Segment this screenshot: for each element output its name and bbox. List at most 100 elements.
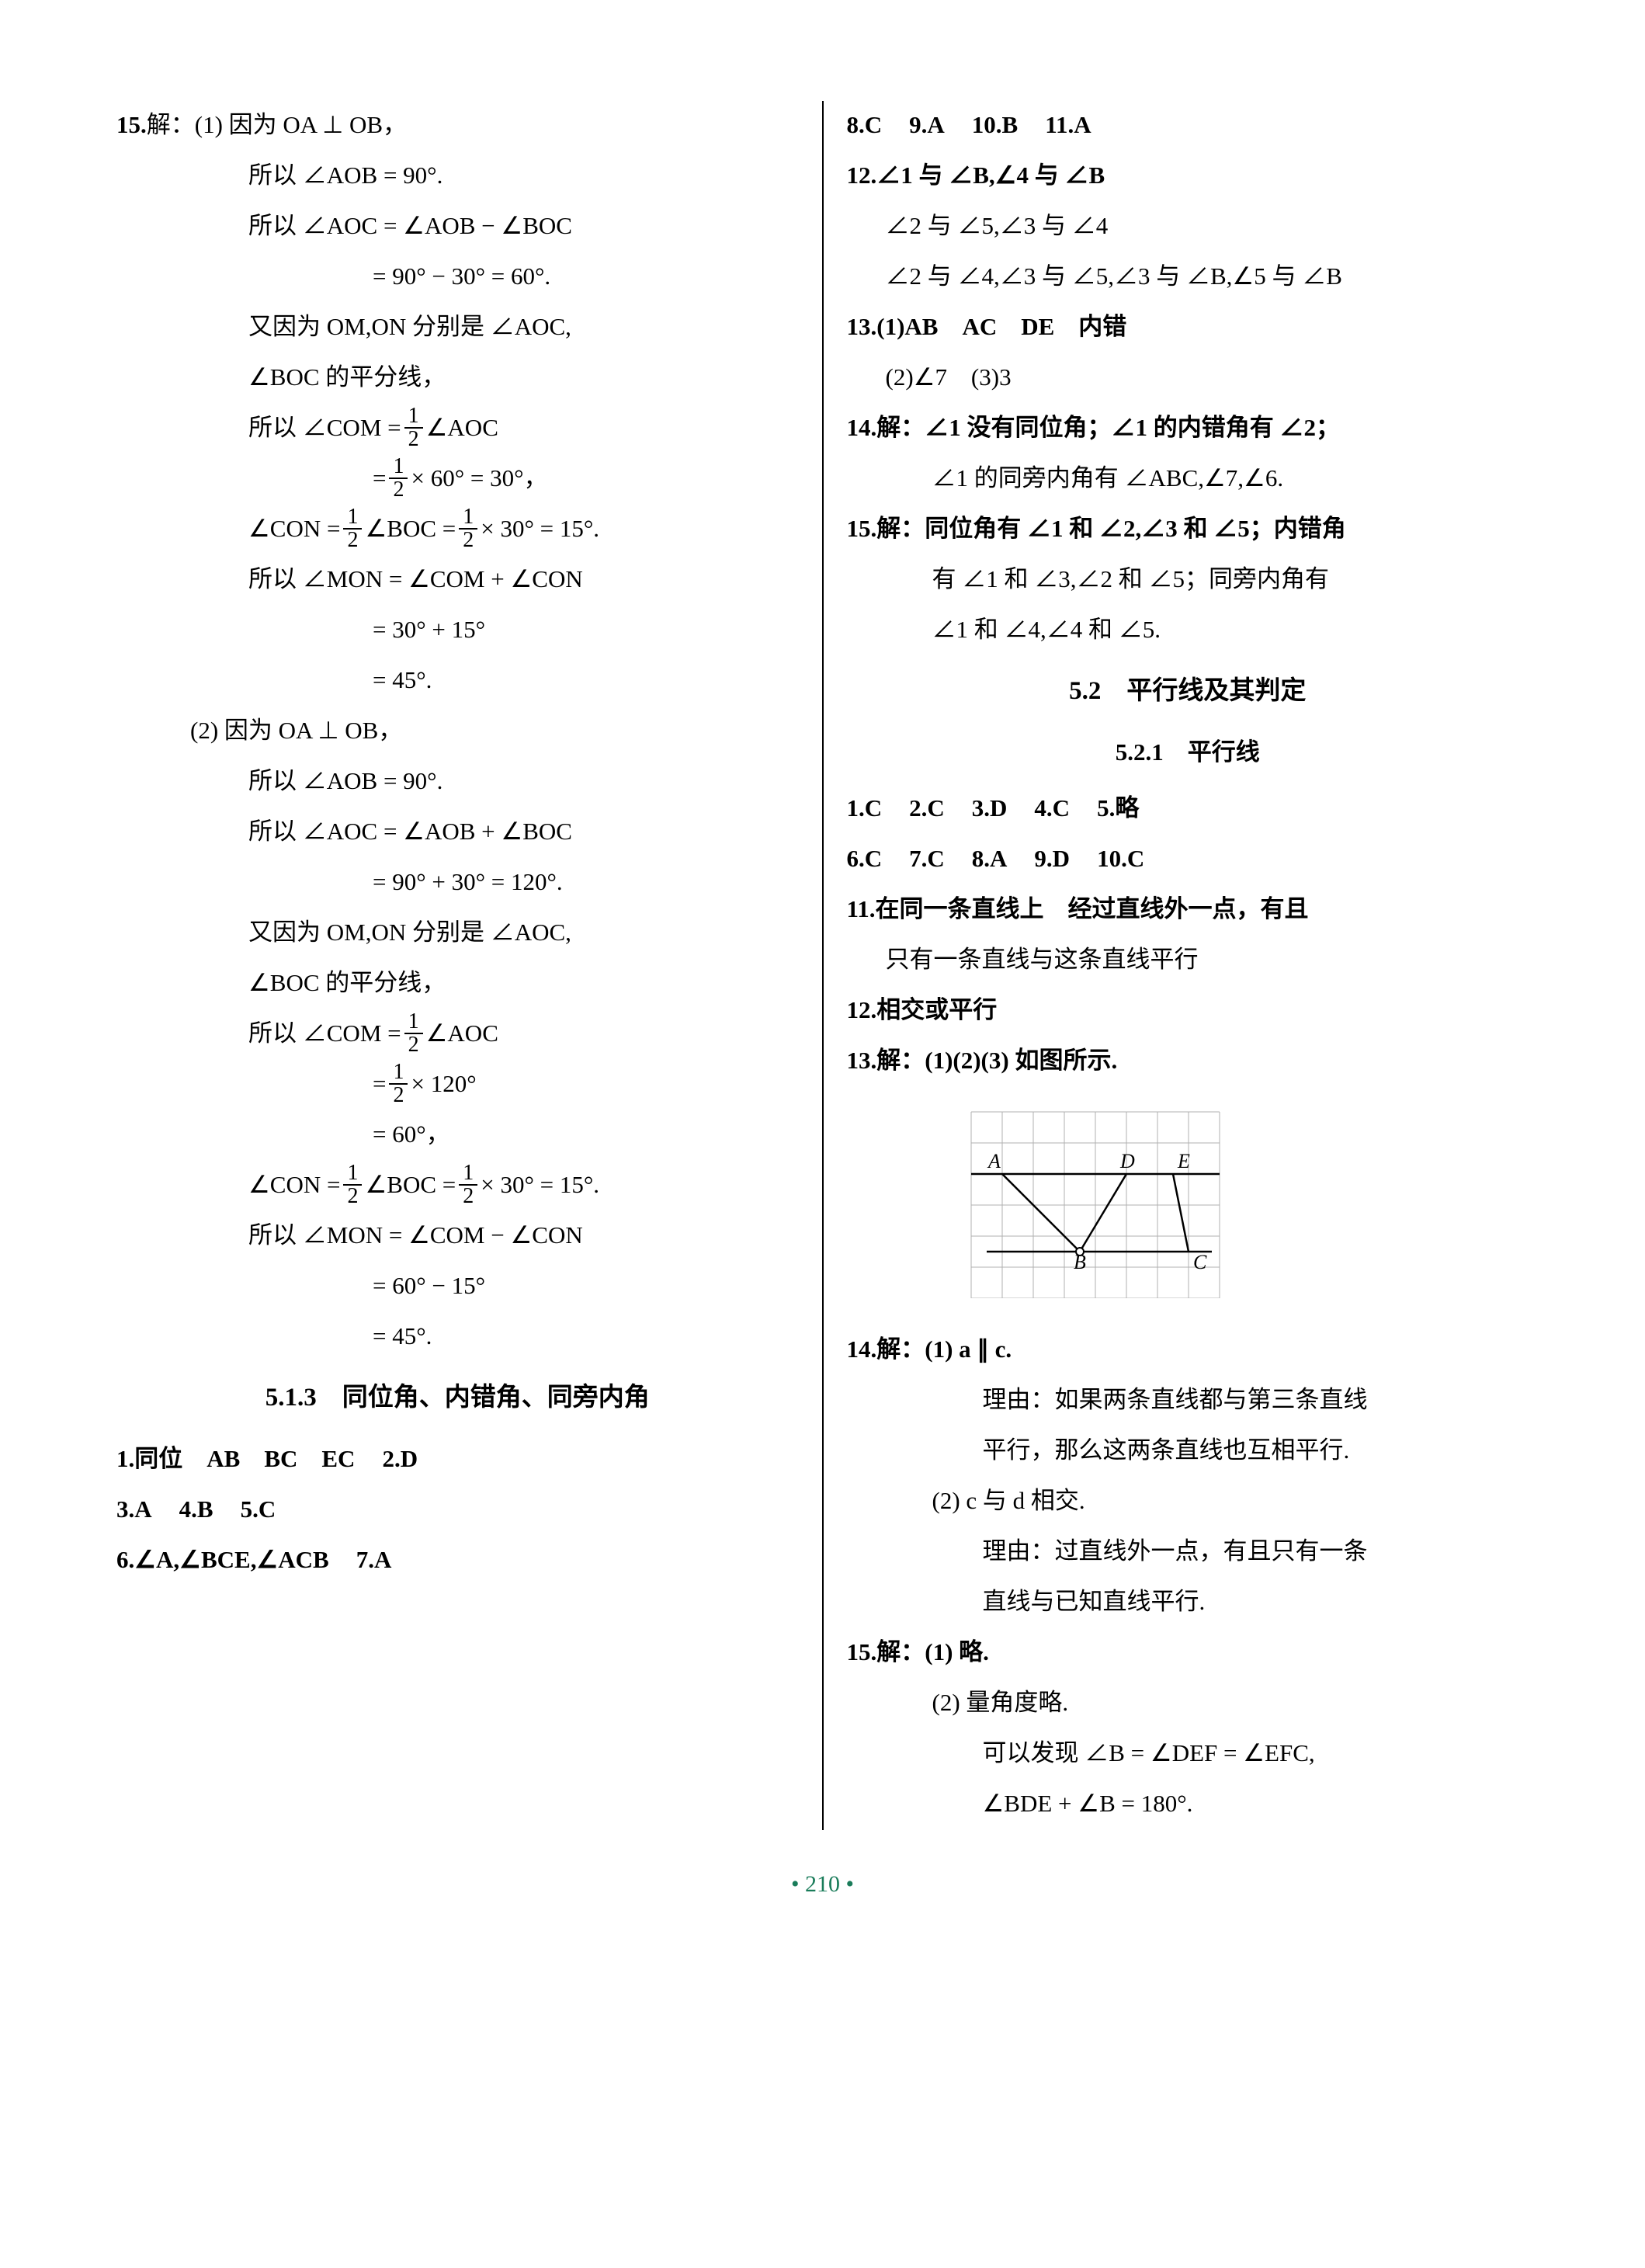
q15-l4: = 90° − 30° = 60°. [116,252,799,300]
q15-p1-label: (1) [195,101,223,149]
right-column: 8.C 9.A 10.B 11.A 12.∠1 与 ∠B,∠4 与 ∠B ∠2 … [822,101,1529,1830]
b5: 5.略 [1097,784,1139,832]
a7: 7.A [356,1536,392,1584]
a13-l2: (2)∠7 (3)3 [847,353,1529,401]
a14-l1: 14.解：∠1 没有同位角；∠1 的内错角有 ∠2； [847,404,1529,452]
q15-p2-label-row: (2) 因为 OA ⊥ OB， [116,707,799,755]
b15-l1: 15.解：(1) 略. [847,1628,1529,1676]
svg-text:B: B [1074,1251,1086,1273]
fraction-icon: 12 [343,1162,362,1207]
b12: 12.相交或平行 [847,986,1529,1034]
b1: 1.C [847,784,883,832]
fraction-icon: 12 [404,405,423,450]
a11: 11.A [1045,101,1091,149]
fraction-icon: 12 [459,1162,477,1207]
q15-p2-l7a: 所以 ∠COM = [248,1009,401,1058]
q15-l1: 因为 OA ⊥ OB， [229,101,407,149]
fraction-icon: 12 [389,1061,408,1106]
svg-text:D: D [1119,1150,1135,1172]
q15-l9a: ∠CON = [248,505,340,553]
q15-l9c: × 30° = 15°. [481,505,599,553]
q15-num: 15. [116,101,147,149]
b15-l3: 可以发现 ∠B = ∠DEF = ∠EFC, [847,1729,1529,1777]
b14-l4: (2) c 与 d 相交. [847,1477,1529,1525]
q15-l5: 又因为 OM,ON 分别是 ∠AOC, [116,303,799,351]
q15-p2-l1: 因为 OA ⊥ OB， [224,707,402,755]
q15-p2-l10: ∠CON = 12 ∠BOC = 12 × 30° = 15°. [116,1161,799,1209]
svg-text:C: C [1193,1251,1207,1273]
q15-prefix: 解： [147,101,195,149]
q15-l3: 所以 ∠AOC = ∠AOB − ∠BOC [116,202,799,250]
q15-l8b: × 60° = 30°， [411,454,547,502]
b4: 4.C [1034,784,1070,832]
b10: 10.C [1097,835,1144,883]
diagram-svg: A B C D E [956,1096,1235,1298]
fraction-icon: 12 [404,1011,423,1056]
a4: 4.B [179,1485,213,1533]
section-521-title: 5.2.1 平行线 [847,728,1529,776]
q15-p2-l5: 又因为 OM,ON 分别是 ∠AOC, [116,908,799,957]
q15-l2: 所以 ∠AOB = 90°. [116,151,799,200]
q15-p2-l7: 所以 ∠COM = 12 ∠AOC [116,1009,799,1058]
page-container: 15. 解： (1) 因为 OA ⊥ OB， 所以 ∠AOB = 90°. 所以… [116,101,1529,1830]
b15-l4: ∠BDE + ∠B = 180°. [847,1780,1529,1828]
q15-p2-label: (2) [190,707,218,755]
q15-l7b: ∠AOC [426,404,498,452]
b14-l3: 平行，那么这两条直线也互相平行. [847,1426,1529,1474]
q15-p2-l8b: × 120° [411,1060,476,1108]
grid-diagram: A B C D E [956,1096,1251,1314]
q15-p2-l10c: × 30° = 15°. [481,1161,599,1209]
row3: 6.C 7.C 8.A 9.D 10.C [847,835,1529,883]
a15-l1: 15.解：同位角有 ∠1 和 ∠2,∠3 和 ∠5；内错角 [847,505,1529,553]
section-52-title: 5.2 平行线及其判定 [847,665,1529,717]
section-513-title: 5.1.3 同位角、内错角、同旁内角 [116,1372,799,1423]
a12-l1: 12.∠1 与 ∠B,∠4 与 ∠B [847,151,1529,200]
q15-p2-l3: 所以 ∠AOC = ∠AOB + ∠BOC [116,808,799,856]
a6: 6.∠A,∠BCE,∠ACB [116,1536,329,1584]
q15-l7a: 所以 ∠COM = [248,404,401,452]
left-column: 15. 解： (1) 因为 OA ⊥ OB， 所以 ∠AOB = 90°. 所以… [116,101,822,1830]
b13: 13.解：(1)(2)(3) 如图所示. [847,1037,1529,1085]
ans-row-3: 6.∠A,∠BCE,∠ACB 7.A [116,1536,799,1584]
b2: 2.C [909,784,945,832]
fraction-icon: 12 [389,456,408,501]
a8: 8.C [847,101,883,149]
a12-l3: ∠2 与 ∠4,∠3 与 ∠5,∠3 与 ∠B,∠5 与 ∠B [847,252,1529,300]
a12-l2: ∠2 与 ∠5,∠3 与 ∠4 [847,202,1529,250]
b14-l2: 理由：如果两条直线都与第三条直线 [847,1376,1529,1424]
q15-l9: ∠CON = 12 ∠BOC = 12 × 30° = 15°. [116,505,799,553]
q15-l8: = 12 × 60° = 30°， [116,454,799,502]
b11-l2: 只有一条直线与这条直线平行 [847,936,1529,984]
q15-l10: 所以 ∠MON = ∠COM + ∠CON [116,555,799,603]
q15-l6: ∠BOC 的平分线， [116,353,799,401]
q15-p2-l9: = 60°， [116,1110,799,1158]
row2: 1.C 2.C 3.D 4.C 5.略 [847,784,1529,832]
q15-p2-l13: = 45°. [116,1312,799,1360]
b15-l2: (2) 量角度略. [847,1679,1529,1727]
b8: 8.A [972,835,1008,883]
svg-text:E: E [1177,1150,1190,1172]
a1: 1.同位 AB BC EC [116,1435,355,1483]
fraction-icon: 12 [459,506,477,551]
q15-p2-l12: = 60° − 15° [116,1262,799,1310]
a14-l2: ∠1 的同旁内角有 ∠ABC,∠7,∠6. [847,454,1529,502]
b14-l6: 直线与已知直线平行. [847,1578,1529,1626]
a13-l1: 13.(1)AB AC DE 内错 [847,303,1529,351]
q15-p2-l6: ∠BOC 的平分线， [116,959,799,1007]
q15-p2-l10b: ∠BOC = [365,1161,456,1209]
a3: 3.A [116,1485,152,1533]
q15-l8a: = [373,454,386,502]
a5: 5.C [241,1485,276,1533]
b3: 3.D [972,784,1008,832]
a9: 9.A [909,101,945,149]
q15-l11: = 30° + 15° [116,606,799,654]
page-number: 210 [116,1861,1529,1908]
q15-l7: 所以 ∠COM = 12 ∠AOC [116,404,799,452]
q15-p2-l11: 所以 ∠MON = ∠COM − ∠CON [116,1211,799,1259]
q15-p2-l2: 所以 ∠AOB = 90°. [116,757,799,805]
fraction-icon: 12 [343,506,362,551]
q15-p2-l7b: ∠AOC [426,1009,498,1058]
svg-text:A: A [987,1150,1001,1172]
q15-l12: = 45°. [116,656,799,704]
q15-line1: 15. 解： (1) 因为 OA ⊥ OB， [116,101,799,149]
